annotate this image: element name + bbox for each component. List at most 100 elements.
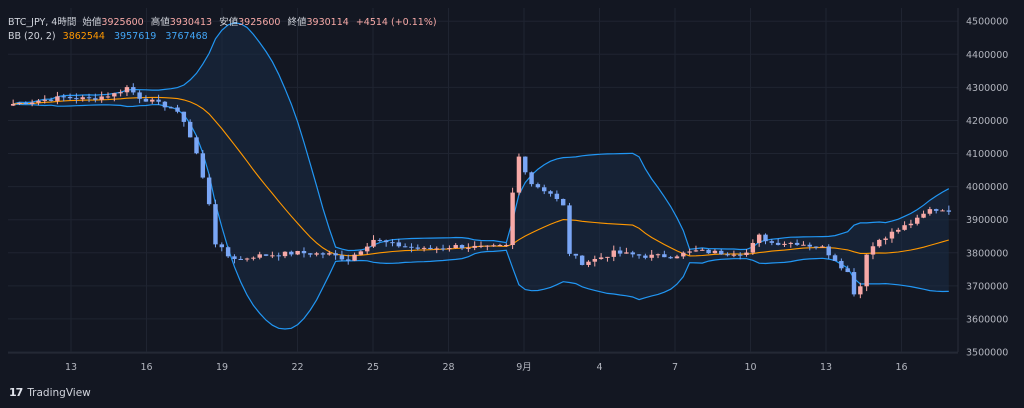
candle-body-7 <box>55 96 60 101</box>
candle-body-97 <box>624 252 629 254</box>
candle-body-0 <box>10 103 16 106</box>
candle-body-54 <box>352 254 357 261</box>
candle-body-121 <box>775 242 781 245</box>
close-value: 3930114 <box>306 17 349 28</box>
candle-body-5 <box>42 99 47 101</box>
candle-body-113 <box>725 254 730 256</box>
candle-body-82 <box>529 172 534 185</box>
candle-body-14 <box>99 96 104 100</box>
candle-body-142 <box>908 223 914 226</box>
candle-body-136 <box>870 246 876 255</box>
candle-body-102 <box>655 254 661 256</box>
candle-body-147 <box>940 210 945 212</box>
candle-body-10 <box>74 98 79 100</box>
candle-body-11 <box>80 97 85 100</box>
candle-body-12 <box>86 97 92 99</box>
candle-body-30 <box>200 153 206 178</box>
candle-body-4 <box>36 100 41 103</box>
bb-upper-value: 3957619 <box>114 31 157 42</box>
candle-body-39 <box>257 254 262 258</box>
candle-body-143 <box>915 217 920 224</box>
candle-body-40 <box>263 254 269 256</box>
candle-body-74 <box>478 245 484 247</box>
candle-body-41 <box>270 255 275 257</box>
candle-body-73 <box>472 245 477 248</box>
candle-body-141 <box>902 225 907 230</box>
candle-body-16 <box>112 93 117 97</box>
brand-name: TradingView <box>27 386 91 399</box>
candle-body-35 <box>232 256 237 259</box>
candle-body-115 <box>737 254 743 256</box>
candle-body-55 <box>358 251 364 255</box>
symbol-label[interactable]: BTC_JPY, 4時間 <box>8 17 77 28</box>
candle-body-28 <box>187 121 193 138</box>
candle-body-2 <box>23 102 29 105</box>
x-tick-label-2: 19 <box>216 362 228 373</box>
candle-body-75 <box>485 245 490 247</box>
candle-body-71 <box>459 245 465 249</box>
candle-body-92 <box>592 258 598 262</box>
candle-body-67 <box>434 248 439 250</box>
candle-body-146 <box>933 209 939 211</box>
candle-body-58 <box>377 239 383 241</box>
candle-body-148 <box>946 210 952 212</box>
candle-body-103 <box>662 254 667 258</box>
candle-body-49 <box>320 253 326 255</box>
candle-body-107 <box>687 251 692 253</box>
candle-body-68 <box>440 248 446 250</box>
candle-body-77 <box>497 245 503 247</box>
candle-body-108 <box>693 250 699 252</box>
candle-body-27 <box>181 111 187 122</box>
candle-body-23 <box>156 99 161 102</box>
x-tick-label-6: 9月 <box>516 362 532 373</box>
candle-body-100 <box>643 255 648 258</box>
bb-legend[interactable]: BB (20, 2) 3862544 3957619 3767468 <box>8 31 208 42</box>
candle-body-114 <box>731 254 737 256</box>
bb-upper-line <box>13 22 950 252</box>
tradingview-logo-icon: 17 <box>9 386 23 399</box>
candle-body-106 <box>681 252 686 257</box>
tradingview-brand[interactable]: 17 TradingView <box>9 386 91 399</box>
candle-body-29 <box>194 137 199 154</box>
candle-body-91 <box>586 261 591 265</box>
candle-body-38 <box>251 257 256 259</box>
x-tick-label-11: 16 <box>895 362 907 373</box>
candle-body-65 <box>421 247 427 249</box>
candle-body-116 <box>744 252 749 255</box>
candle-body-60 <box>390 242 395 244</box>
candle-body-90 <box>579 255 585 265</box>
candle-body-119 <box>763 234 768 242</box>
candle-body-78 <box>504 245 509 247</box>
candle-body-95 <box>611 250 616 257</box>
x-tick-label-4: 25 <box>367 362 379 373</box>
candle-body-126 <box>807 244 812 247</box>
candle-body-130 <box>832 255 838 261</box>
candle-body-125 <box>801 244 806 246</box>
close-label: 終値 <box>287 17 307 28</box>
candle-body-81 <box>523 156 528 173</box>
candle-body-145 <box>927 209 933 214</box>
candle-body-61 <box>396 242 402 247</box>
y-tick-label-4: 4100000 <box>966 149 1008 160</box>
y-tick-label-8: 3700000 <box>966 281 1008 292</box>
candle-body-64 <box>415 247 420 249</box>
candle-body-15 <box>105 96 111 98</box>
candle-body-24 <box>162 101 168 108</box>
candle-body-52 <box>339 255 345 260</box>
high-value: 3930413 <box>169 17 213 28</box>
ohlc-legend: BTC_JPY, 4時間 始値3925600 高値3930413 安値39256… <box>8 14 437 28</box>
candle-body-25 <box>169 107 174 109</box>
candle-body-85 <box>548 191 553 194</box>
x-tick-label-3: 22 <box>291 362 303 373</box>
candle-body-127 <box>813 246 819 248</box>
candle-body-79 <box>510 192 515 246</box>
y-tick-label-2: 4300000 <box>966 83 1008 94</box>
candle-body-36 <box>238 258 243 260</box>
candle-body-132 <box>845 268 850 273</box>
candle-body-26 <box>175 107 180 112</box>
candle-body-72 <box>466 247 471 249</box>
open-value: 3925600 <box>101 17 144 28</box>
x-tick-label-10: 13 <box>820 362 832 373</box>
candle-body-56 <box>364 246 370 252</box>
